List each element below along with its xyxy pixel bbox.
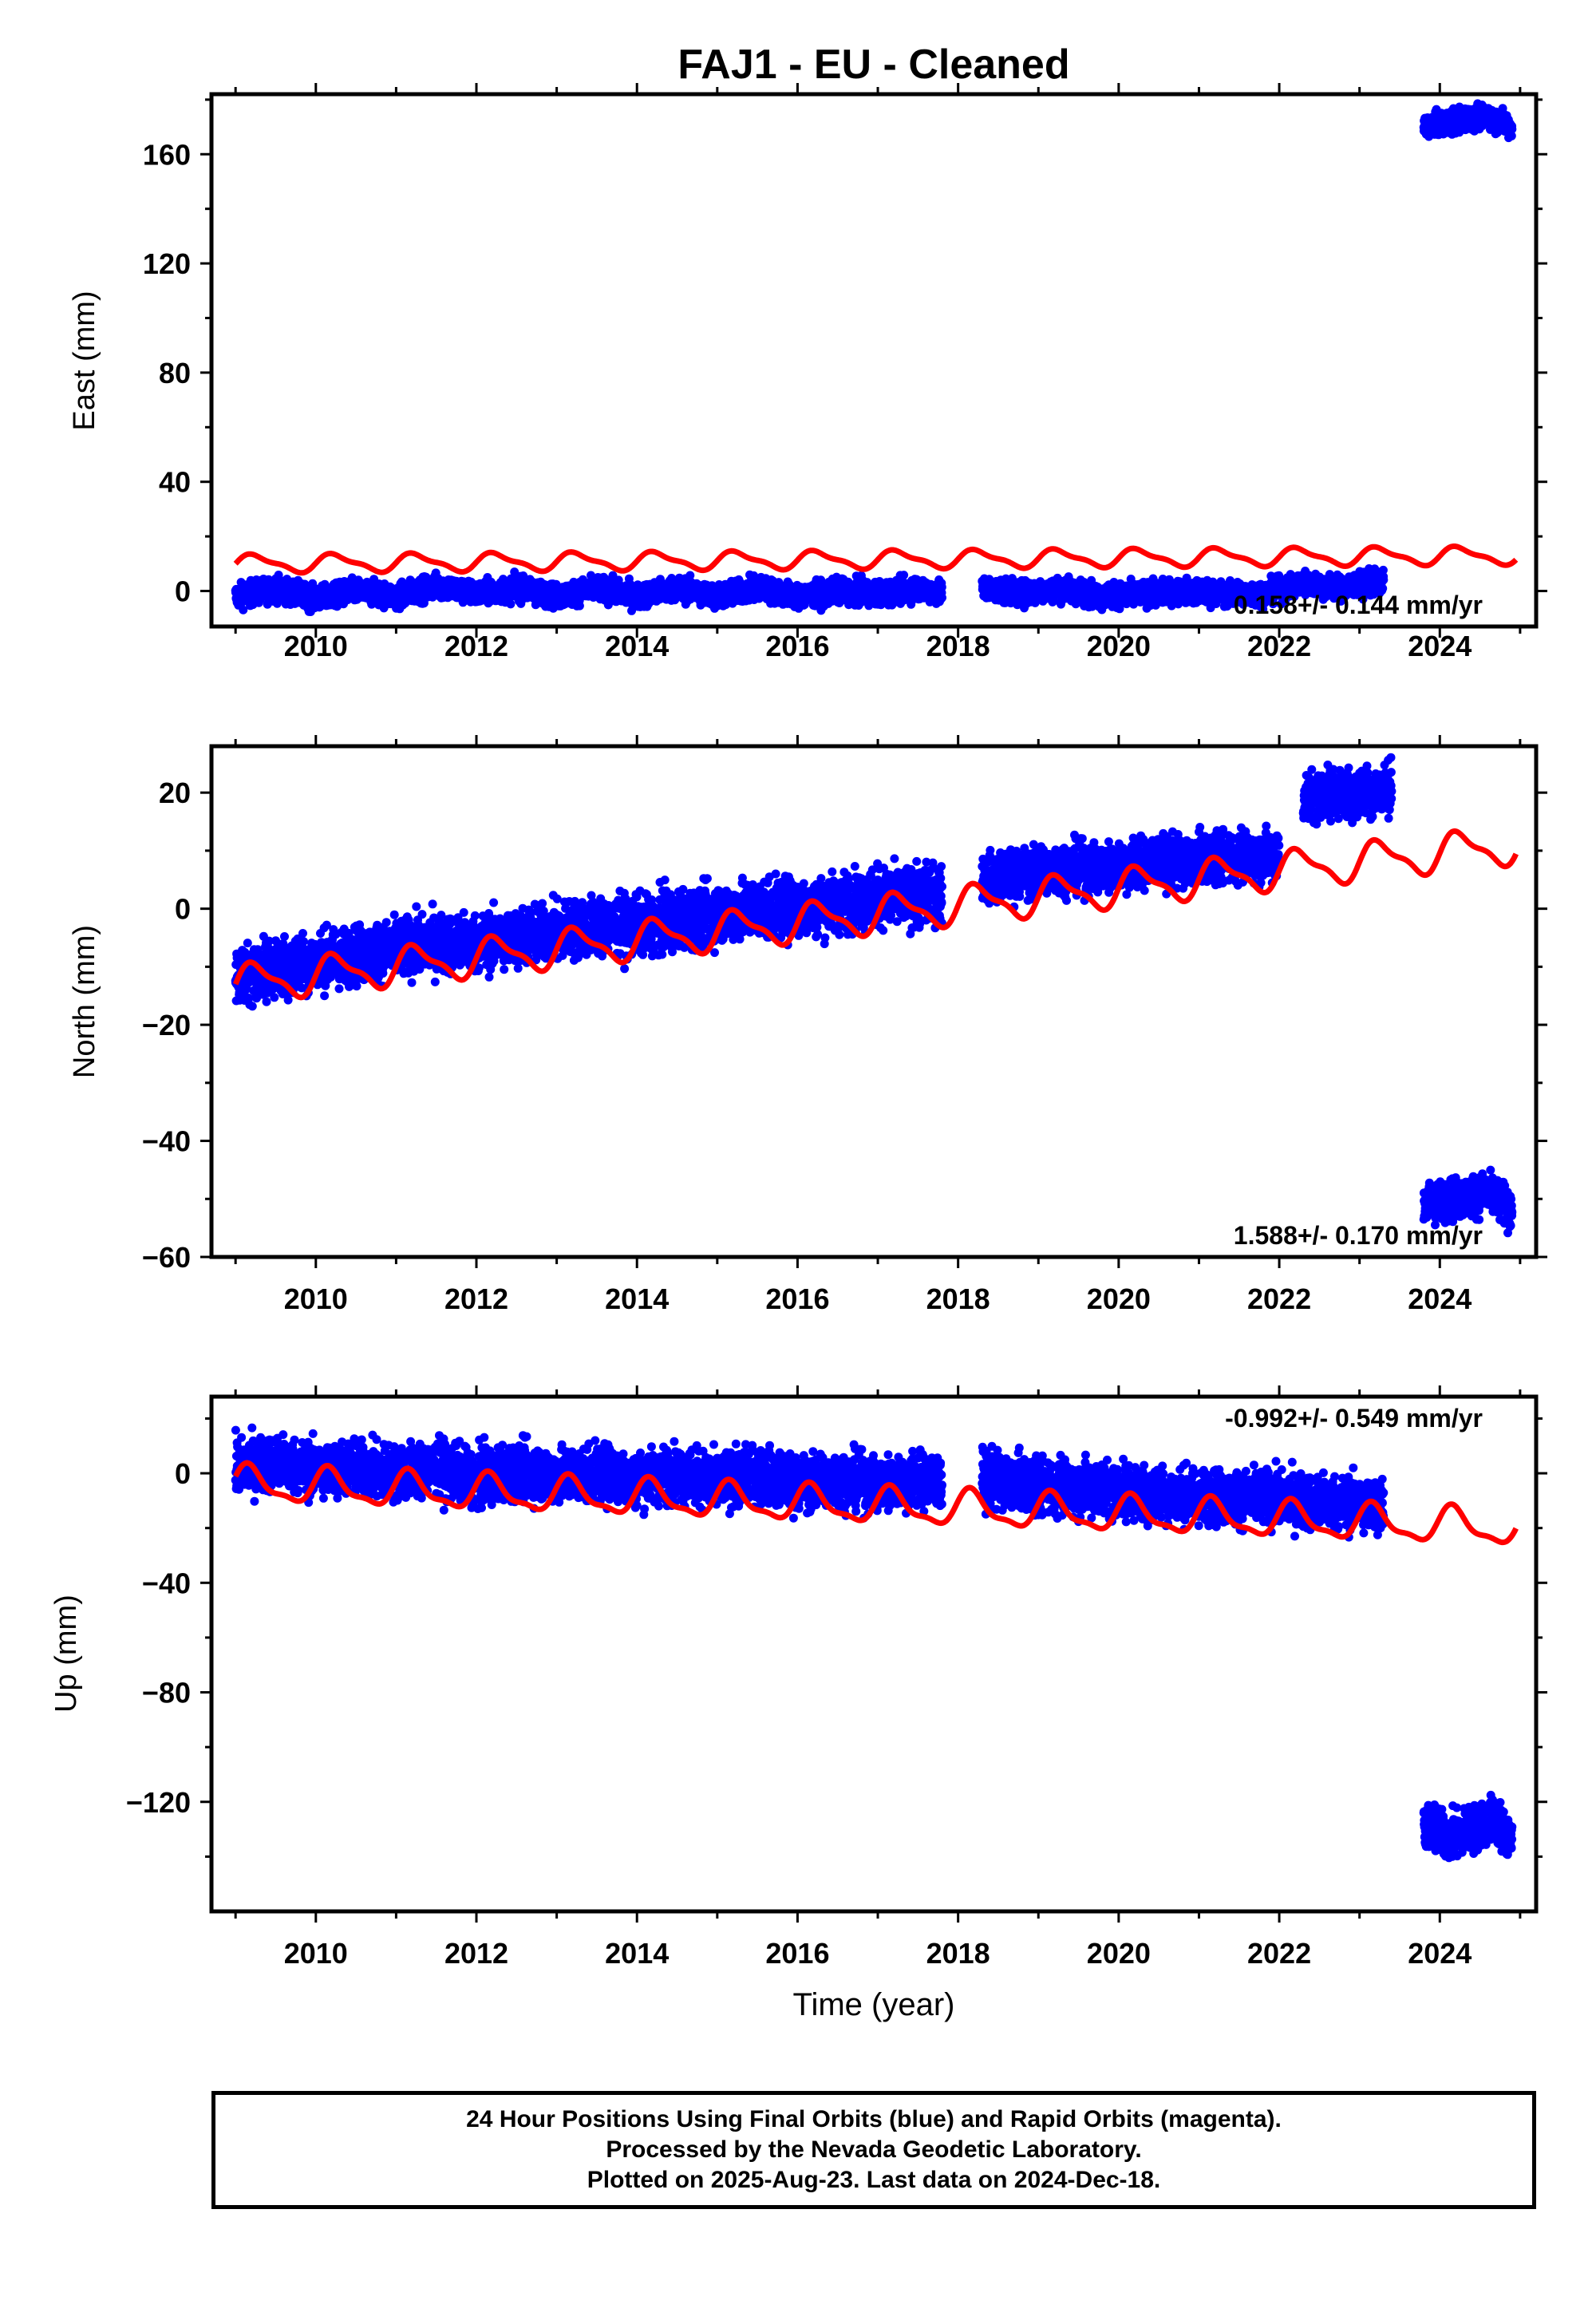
east-data-point	[899, 571, 909, 580]
east-data-point	[239, 605, 248, 615]
figure-title: FAJ1 - EU - Cleaned	[678, 41, 1069, 88]
east-data-point	[506, 599, 516, 609]
east-data-point	[575, 601, 584, 611]
east-data-point	[937, 583, 946, 592]
east-data-points	[231, 99, 1517, 616]
east-panel: 2010 2012 2014 2016 2018 2020 2022 202404080120…	[68, 83, 1547, 662]
east-data-point	[519, 571, 528, 580]
east-data-point	[938, 593, 946, 603]
